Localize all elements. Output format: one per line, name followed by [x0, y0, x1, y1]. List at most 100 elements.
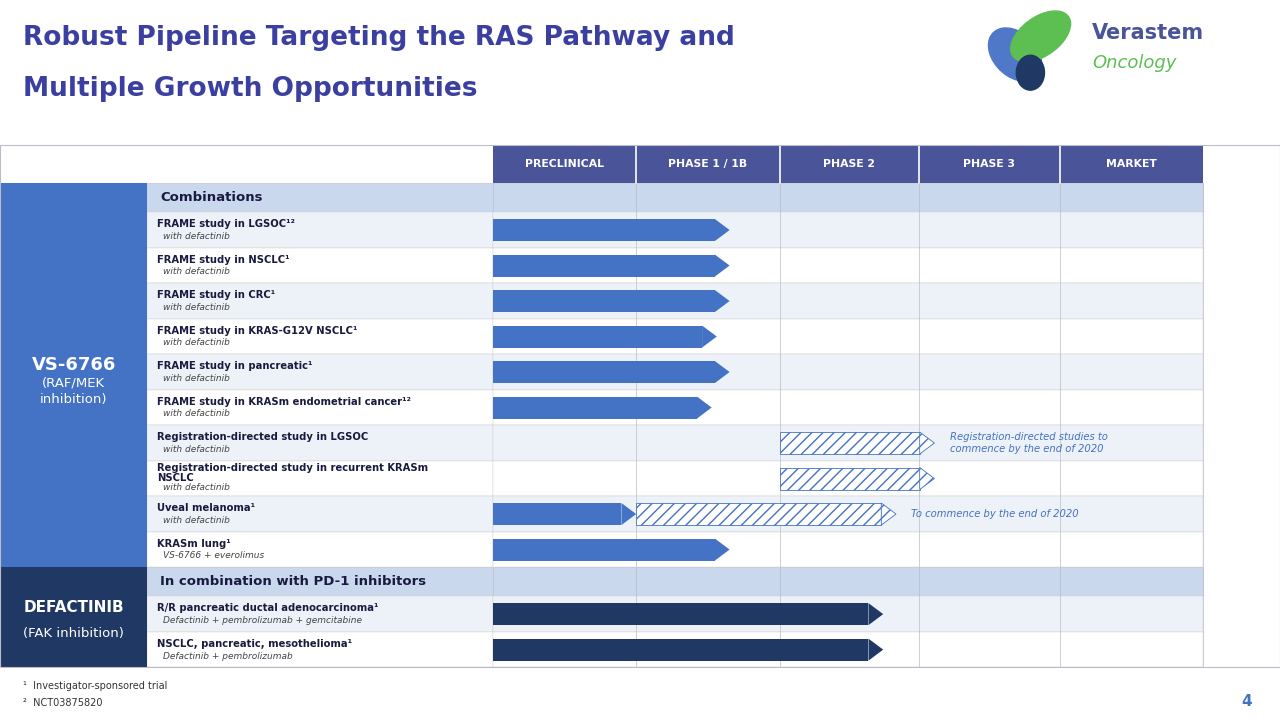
Polygon shape	[919, 467, 934, 489]
FancyBboxPatch shape	[147, 390, 493, 425]
Text: (RAF/MEK
inhibition): (RAF/MEK inhibition)	[40, 377, 108, 406]
Polygon shape	[621, 503, 636, 525]
Text: FRAME study in CRC¹: FRAME study in CRC¹	[157, 290, 275, 300]
FancyBboxPatch shape	[493, 248, 1203, 284]
Polygon shape	[701, 326, 717, 348]
Text: DEFACTINIB: DEFACTINIB	[23, 600, 124, 614]
Text: Registration-directed study in LGSOC: Registration-directed study in LGSOC	[157, 432, 369, 442]
Text: NSCLC, pancreatic, mesothelioma¹: NSCLC, pancreatic, mesothelioma¹	[157, 638, 352, 648]
Text: FRAME study in NSCLC¹: FRAME study in NSCLC¹	[157, 254, 291, 265]
FancyBboxPatch shape	[147, 596, 493, 632]
Text: Defactinib + pembrolizumab: Defactinib + pembrolizumab	[163, 651, 292, 661]
Bar	[493, 539, 714, 561]
Text: FRAME study in pancreatic¹: FRAME study in pancreatic¹	[157, 361, 312, 371]
Text: with defactinib: with defactinib	[163, 445, 229, 454]
Polygon shape	[696, 396, 712, 419]
Polygon shape	[881, 503, 896, 525]
Text: To commence by the end of 2020: To commence by the end of 2020	[911, 509, 1079, 519]
Text: Multiple Growth Opportunities: Multiple Growth Opportunities	[23, 76, 477, 103]
Text: PHASE 3: PHASE 3	[964, 159, 1015, 169]
Text: FRAME study in KRASm endometrial cancer¹²: FRAME study in KRASm endometrial cancer¹…	[157, 396, 411, 406]
Text: Robust Pipeline Targeting the RAS Pathway and: Robust Pipeline Targeting the RAS Pathwa…	[23, 25, 735, 52]
FancyBboxPatch shape	[493, 183, 1203, 212]
Bar	[493, 638, 868, 661]
Text: with defactinib: with defactinib	[163, 483, 229, 492]
Text: Registration-directed study in recurrent KRASm: Registration-directed study in recurrent…	[157, 463, 429, 473]
Bar	[493, 503, 621, 525]
Text: with defactinib: with defactinib	[163, 339, 229, 348]
Text: MARKET: MARKET	[1106, 159, 1157, 169]
FancyBboxPatch shape	[147, 354, 493, 390]
Text: FRAME study in KRAS-G12V NSCLC¹: FRAME study in KRAS-G12V NSCLC¹	[157, 326, 358, 335]
Bar	[493, 396, 696, 419]
Text: Defactinib + pembrolizumab + gemcitabine: Defactinib + pembrolizumab + gemcitabine	[163, 616, 361, 625]
FancyBboxPatch shape	[147, 425, 493, 461]
FancyBboxPatch shape	[147, 183, 493, 212]
FancyBboxPatch shape	[147, 318, 493, 354]
Text: with defactinib: with defactinib	[163, 516, 229, 525]
FancyBboxPatch shape	[147, 461, 493, 497]
Bar	[493, 254, 714, 276]
FancyBboxPatch shape	[493, 425, 1203, 461]
Text: with defactinib: with defactinib	[163, 409, 229, 419]
Bar	[493, 361, 714, 383]
FancyBboxPatch shape	[493, 632, 1203, 667]
FancyBboxPatch shape	[0, 183, 147, 567]
Bar	[636, 503, 881, 525]
FancyBboxPatch shape	[493, 567, 1203, 596]
Bar	[493, 290, 714, 312]
FancyBboxPatch shape	[0, 567, 147, 667]
Polygon shape	[714, 254, 730, 276]
Text: R/R pancreatic ductal adenocarcinoma¹: R/R pancreatic ductal adenocarcinoma¹	[157, 603, 379, 613]
FancyBboxPatch shape	[147, 212, 493, 248]
Text: VS-6766 + everolimus: VS-6766 + everolimus	[163, 552, 264, 561]
Text: with defactinib: with defactinib	[163, 232, 229, 241]
Polygon shape	[919, 432, 934, 454]
Polygon shape	[714, 361, 730, 383]
Text: NSCLC: NSCLC	[157, 473, 195, 483]
Text: Uveal melanoma¹: Uveal melanoma¹	[157, 503, 256, 513]
FancyBboxPatch shape	[493, 461, 1203, 497]
Text: ²  NCT03875820: ² NCT03875820	[23, 698, 102, 708]
Text: 4: 4	[1242, 694, 1252, 709]
Polygon shape	[868, 603, 883, 625]
Bar	[493, 326, 701, 348]
Polygon shape	[714, 290, 730, 312]
Polygon shape	[714, 219, 730, 241]
FancyBboxPatch shape	[493, 354, 1203, 390]
FancyBboxPatch shape	[147, 497, 493, 531]
Text: FRAME study in LGSOC¹²: FRAME study in LGSOC¹²	[157, 219, 296, 229]
Bar	[493, 603, 868, 625]
Ellipse shape	[1011, 11, 1070, 62]
FancyBboxPatch shape	[147, 531, 493, 567]
FancyBboxPatch shape	[493, 497, 1203, 531]
FancyBboxPatch shape	[147, 284, 493, 318]
Text: with defactinib: with defactinib	[163, 268, 229, 276]
FancyBboxPatch shape	[493, 596, 1203, 632]
FancyBboxPatch shape	[493, 390, 1203, 425]
Text: Verastem: Verastem	[1092, 23, 1204, 43]
Ellipse shape	[1016, 55, 1044, 90]
Text: Oncology: Oncology	[1092, 55, 1176, 72]
FancyBboxPatch shape	[147, 248, 493, 284]
Polygon shape	[868, 638, 883, 661]
Text: with defactinib: with defactinib	[163, 374, 229, 383]
FancyBboxPatch shape	[493, 145, 1203, 183]
Text: KRASm lung¹: KRASm lung¹	[157, 539, 232, 548]
Text: with defactinib: with defactinib	[163, 303, 229, 312]
Text: (FAK inhibition): (FAK inhibition)	[23, 627, 124, 640]
Text: Combinations: Combinations	[160, 191, 262, 204]
FancyBboxPatch shape	[493, 284, 1203, 318]
Text: ¹  Investigator-sponsored trial: ¹ Investigator-sponsored trial	[23, 681, 168, 691]
Text: PHASE 1 / 1B: PHASE 1 / 1B	[668, 159, 748, 169]
FancyBboxPatch shape	[493, 318, 1203, 354]
FancyBboxPatch shape	[493, 212, 1203, 248]
FancyBboxPatch shape	[493, 531, 1203, 567]
Polygon shape	[714, 539, 730, 561]
FancyBboxPatch shape	[147, 567, 493, 596]
Bar	[493, 219, 714, 241]
Text: In combination with PD-1 inhibitors: In combination with PD-1 inhibitors	[160, 575, 426, 588]
Bar	[780, 432, 919, 454]
FancyBboxPatch shape	[147, 632, 493, 667]
Text: PRECLINICAL: PRECLINICAL	[525, 159, 604, 169]
